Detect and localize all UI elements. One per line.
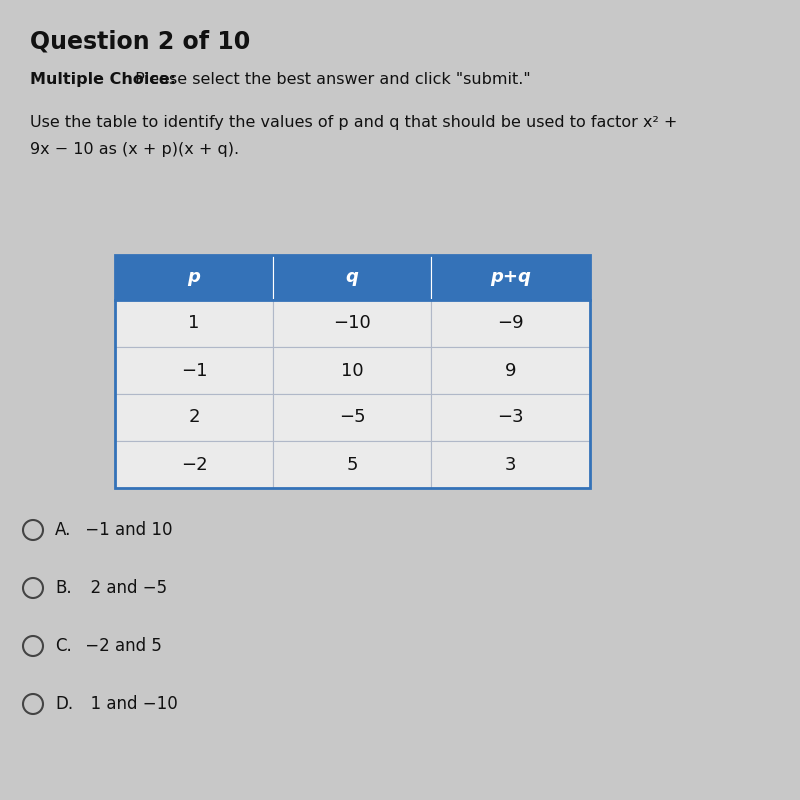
Text: p: p (188, 269, 201, 286)
Text: Please select the best answer and click "submit.": Please select the best answer and click … (130, 72, 530, 87)
Bar (273, 255, 431, 300)
Bar (273, 394, 431, 441)
Text: 9x − 10 as (x + p)(x + q).: 9x − 10 as (x + p)(x + q). (30, 142, 239, 157)
Text: 1: 1 (189, 314, 200, 333)
Bar (273, 441, 431, 488)
Text: −3: −3 (498, 409, 524, 426)
Text: B.: B. (55, 579, 72, 597)
Text: 1 and −10: 1 and −10 (80, 695, 178, 713)
Bar (273, 300, 431, 347)
Bar (115, 300, 590, 488)
Text: −1 and 10: −1 and 10 (80, 521, 173, 539)
Bar (431, 441, 590, 488)
Bar (115, 300, 273, 347)
Text: 10: 10 (341, 362, 363, 379)
Text: p+q: p+q (490, 269, 531, 286)
Bar (115, 441, 273, 488)
Bar (115, 255, 590, 300)
Text: A.: A. (55, 521, 71, 539)
Bar (273, 347, 431, 394)
Text: −1: −1 (181, 362, 207, 379)
Text: Question 2 of 10: Question 2 of 10 (30, 30, 250, 54)
Bar (431, 347, 590, 394)
Bar (431, 300, 590, 347)
Bar (431, 255, 590, 300)
Text: −5: −5 (339, 409, 366, 426)
Bar (115, 255, 273, 300)
Bar (115, 347, 273, 394)
Text: −10: −10 (334, 314, 371, 333)
Text: 2 and −5: 2 and −5 (80, 579, 167, 597)
Text: 2: 2 (188, 409, 200, 426)
Bar (431, 394, 590, 441)
Text: 9: 9 (505, 362, 517, 379)
Text: 3: 3 (505, 455, 517, 474)
Text: −2: −2 (181, 455, 207, 474)
Text: C.: C. (55, 637, 72, 655)
Bar (115, 394, 273, 441)
Text: −2 and 5: −2 and 5 (80, 637, 162, 655)
Text: 5: 5 (346, 455, 358, 474)
Text: Use the table to identify the values of p and q that should be used to factor x²: Use the table to identify the values of … (30, 115, 678, 130)
Text: q: q (346, 269, 358, 286)
Text: −9: −9 (498, 314, 524, 333)
Text: D.: D. (55, 695, 73, 713)
Text: Multiple Choice:: Multiple Choice: (30, 72, 176, 87)
